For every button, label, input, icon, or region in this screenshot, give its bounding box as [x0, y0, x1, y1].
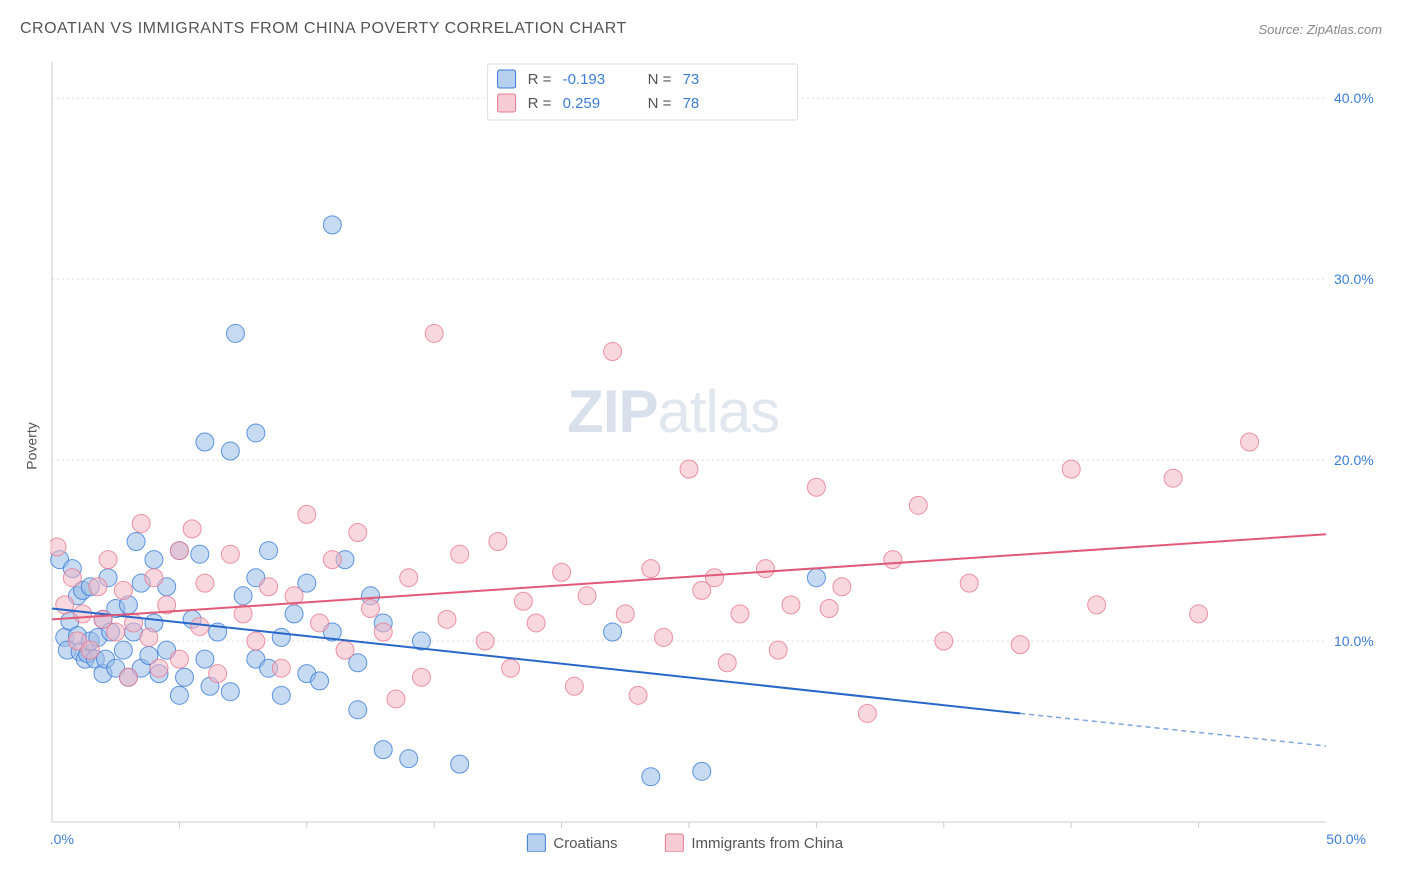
svg-text:73: 73: [683, 71, 700, 88]
y-axis-label: Poverty: [24, 422, 40, 469]
svg-text:78: 78: [683, 95, 700, 112]
svg-text:0.0%: 0.0%: [50, 831, 74, 847]
svg-text:R =: R =: [528, 71, 552, 88]
svg-text:30.0%: 30.0%: [1334, 271, 1374, 287]
svg-text:N =: N =: [648, 71, 672, 88]
svg-text:50.0%: 50.0%: [1326, 831, 1366, 847]
svg-text:40.0%: 40.0%: [1334, 90, 1374, 106]
svg-text:0.259: 0.259: [563, 95, 601, 112]
source-attribution: Source: ZipAtlas.com: [1258, 22, 1382, 37]
svg-text:R =: R =: [528, 95, 552, 112]
scatter-plot-svg: ZIPatlas 10.0% 20.0% 30.0% 40.0% 0.0% 50.0% R =…: [50, 60, 1376, 852]
svg-text:-0.193: -0.193: [563, 71, 606, 88]
svg-text:ZIPatlas: ZIPatlas: [567, 378, 779, 445]
svg-text:10.0%: 10.0%: [1334, 633, 1374, 649]
chart-title: CROATIAN VS IMMIGRANTS FROM CHINA POVERT…: [20, 20, 627, 38]
svg-text:N =: N =: [648, 95, 672, 112]
svg-text:Croatians: Croatians: [553, 835, 617, 852]
svg-text:20.0%: 20.0%: [1334, 452, 1374, 468]
plot-area: ZIPatlas 10.0% 20.0% 30.0% 40.0% 0.0% 50.0% R =…: [50, 60, 1376, 852]
chart-container: CROATIAN VS IMMIGRANTS FROM CHINA POVERT…: [0, 0, 1406, 892]
svg-text:Immigrants from China: Immigrants from China: [691, 835, 843, 852]
